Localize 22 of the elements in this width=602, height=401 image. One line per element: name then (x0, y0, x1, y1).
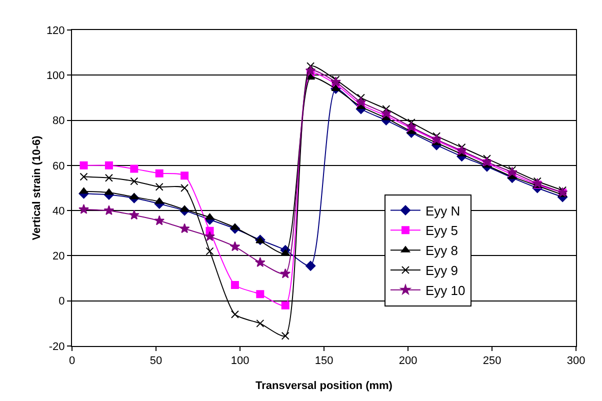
x-tick-label: 50 (150, 355, 162, 368)
legend-label: Eyy 8 (425, 243, 458, 258)
x-tick-label: 150 (314, 355, 334, 368)
x-tick-label: 200 (398, 355, 418, 368)
x-tick-label: 250 (482, 355, 502, 368)
y-tick-label: 0 (58, 296, 65, 308)
x-axis-title: Transversal position (mm) (256, 380, 393, 392)
y-tick-label: 20 (52, 250, 65, 263)
legend-label: Eyy 10 (425, 282, 466, 298)
x-tick-label: 300 (566, 355, 586, 368)
legend-label: Eyy 5 (425, 223, 458, 238)
y-tick-label: 80 (52, 115, 65, 128)
legend-label: Eyy 9 (425, 263, 458, 278)
x-tick-label: 100 (230, 355, 250, 368)
y-tick-label: 60 (52, 160, 65, 172)
y-tick-label: 40 (52, 205, 65, 218)
y-tick-label: 120 (46, 24, 65, 37)
y-tick-label: 100 (46, 70, 65, 82)
legend-label: Eyy N (425, 203, 460, 218)
y-tick-label: -20 (48, 340, 65, 353)
x-tick-label: 0 (68, 355, 76, 368)
y-axis-title: Vertical strain (10-6) (31, 135, 43, 240)
